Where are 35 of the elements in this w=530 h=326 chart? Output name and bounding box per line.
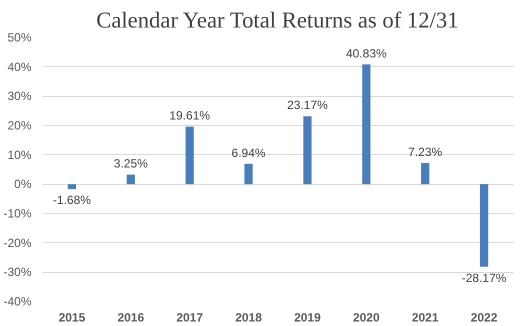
data-label: -1.68% — [52, 193, 92, 208]
data-label: 23.17% — [287, 98, 328, 112]
data-label: 7.23% — [408, 144, 443, 159]
y-tick-label: 50% — [7, 30, 32, 44]
data-label: 6.94% — [232, 146, 266, 160]
x-tick-label: 2015 — [58, 310, 86, 324]
bar — [186, 126, 194, 184]
x-tick-label: 2018 — [235, 310, 262, 324]
y-tick-label: 20% — [7, 118, 32, 132]
bar — [421, 162, 430, 184]
y-tick-label: 10% — [7, 148, 32, 162]
y-tick-label: 0% — [14, 177, 32, 192]
y-tick-label: 30% — [7, 89, 32, 104]
bar — [244, 164, 253, 184]
y-tick-label: -20% — [3, 236, 32, 250]
bar — [68, 184, 76, 190]
y-tick-label: -10% — [3, 206, 32, 220]
y-tick-label: -30% — [3, 265, 32, 280]
y-tick-label: 40% — [7, 60, 32, 74]
data-label: 3.25% — [114, 156, 148, 171]
y-tick-label: -40% — [3, 294, 32, 308]
data-label: 19.61% — [169, 108, 210, 123]
x-tick-label: 2017 — [176, 310, 204, 324]
x-tick-label: 2022 — [470, 310, 498, 324]
x-tick-label: 2016 — [117, 310, 144, 324]
data-label: -28.17% — [462, 270, 507, 285]
data-label: 40.83% — [346, 46, 387, 60]
x-tick-label: 2020 — [352, 310, 380, 324]
x-tick-label: 2019 — [294, 310, 322, 324]
chart-title: Calendar Year Total Returns as of 12/31 — [96, 8, 459, 32]
bar — [362, 64, 370, 184]
bar — [303, 116, 312, 184]
bar — [480, 184, 488, 267]
x-tick-label: 2021 — [412, 310, 439, 324]
bar — [126, 174, 135, 184]
